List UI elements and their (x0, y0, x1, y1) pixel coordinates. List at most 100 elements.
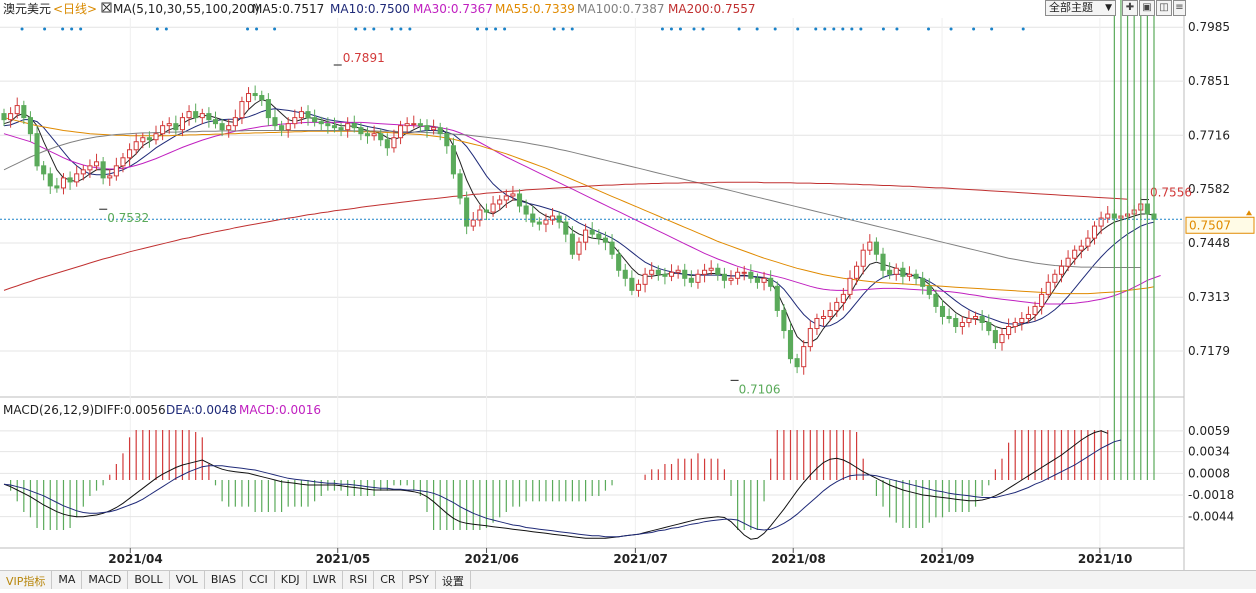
candle-body (622, 269, 628, 279)
candle-body (27, 117, 33, 135)
price-tick-label: 0.7179 (1188, 344, 1230, 358)
tab-kdj[interactable]: KDJ (275, 571, 307, 589)
candle-body (748, 271, 754, 279)
event-marker-dot (408, 27, 412, 31)
date-tick-label: 2021/06 (465, 552, 519, 566)
candle-body (933, 293, 939, 307)
event-marker-dot (70, 27, 74, 31)
candle-body (279, 125, 285, 131)
event-marker-dot (692, 27, 696, 31)
tab-boll[interactable]: BOLL (128, 571, 170, 589)
candle-body (814, 317, 820, 330)
fullscreen-icon[interactable]: ▣ (1139, 0, 1155, 16)
candle-body (906, 273, 913, 277)
event-marker-dot (255, 27, 259, 31)
date-tick-label: 2021/10 (1078, 552, 1132, 566)
tab-psy[interactable]: PSY (403, 571, 436, 589)
tab-cci[interactable]: CCI (243, 571, 275, 589)
tab-vip[interactable]: VIP指标 (0, 571, 53, 589)
tab-设置[interactable]: 设置 (436, 571, 471, 589)
candle-body (259, 95, 265, 101)
tab-bias[interactable]: BIAS (205, 571, 244, 589)
candle-body (973, 315, 979, 319)
event-marker-dot (823, 27, 827, 31)
ma-line-ma10 (3, 108, 1155, 328)
event-marker-dot (1021, 27, 1025, 31)
candle-body (999, 334, 1005, 344)
candle-body (563, 221, 569, 235)
candle-body (946, 315, 952, 319)
candle-body (503, 195, 509, 201)
chart-settings-icon[interactable]: ◫ (1156, 0, 1172, 16)
macd-dea-value: DEA:0.0048 (166, 403, 237, 417)
candle-body (457, 173, 463, 199)
candle-body (834, 301, 840, 311)
tab-ma[interactable]: MA (52, 571, 83, 589)
tab-rsi[interactable]: RSI (343, 571, 375, 589)
macd-tick-label: -0.0018 (1188, 488, 1234, 502)
event-marker-dot (850, 27, 854, 31)
high-label: 0.7891 (343, 51, 385, 65)
candle-body (153, 133, 159, 141)
candle-body (959, 322, 965, 328)
period-label[interactable]: <日线> (53, 2, 97, 16)
candle-body (226, 125, 232, 131)
chevron-down-icon: ▼ (1105, 3, 1112, 13)
ma10-value: MA10:0.7500 (330, 2, 410, 16)
event-marker-dot (43, 27, 47, 31)
theme-label: 全部主题 (1049, 1, 1093, 14)
candle-body (768, 277, 774, 287)
candle-body (754, 277, 760, 283)
event-marker-dot (164, 27, 168, 31)
current-price-arrow-icon (1246, 210, 1252, 216)
tab-cr[interactable]: CR (374, 571, 403, 589)
event-marker-dot (972, 27, 976, 31)
candle-body (893, 267, 899, 275)
candle-body (741, 271, 747, 274)
candle-body (543, 219, 549, 225)
tab-lwr[interactable]: LWR (307, 571, 344, 589)
tab-vol[interactable]: VOL (170, 571, 205, 589)
candle-body (860, 249, 866, 267)
candle-body (629, 277, 635, 291)
event-marker-dot (273, 27, 277, 31)
ma-line-ma5 (3, 98, 1155, 344)
date-tick-label: 2021/04 (108, 552, 162, 566)
candle-body (67, 177, 73, 183)
macd-params: MACD(26,12,9) (3, 403, 94, 417)
ma-line-ma55 (3, 117, 1155, 295)
candle-body (536, 221, 542, 225)
candle-body (166, 123, 172, 127)
candle-body (854, 265, 860, 279)
price-tick-label: 0.7448 (1188, 236, 1230, 250)
main-header: 澳元美元 <日线> MA(5,10,30,55,100,200) MA5:0.7… (3, 2, 756, 16)
candle-body (252, 93, 258, 97)
theme-dropdown[interactable]: 全部主题 ▼ (1045, 0, 1116, 16)
price-tick-label: 0.7716 (1188, 128, 1230, 142)
candle-body (609, 241, 615, 255)
expand-icon[interactable]: ✚ (1122, 0, 1138, 16)
event-marker-dot (570, 27, 574, 31)
candle-body (516, 193, 523, 207)
candle-body (411, 123, 417, 126)
date-tick-label: 2021/09 (920, 552, 974, 566)
ma-params: MA(5,10,30,55,100,200) (113, 2, 259, 16)
candle-body (232, 117, 238, 127)
candle-body (735, 271, 741, 279)
candle-body (523, 205, 529, 215)
tab-macd[interactable]: MACD (82, 571, 129, 589)
event-marker-dot (669, 27, 673, 31)
candle-body (794, 358, 800, 368)
candle-body (616, 253, 622, 271)
candle-body (186, 111, 192, 119)
candle-body (199, 113, 205, 119)
candle-body (662, 273, 668, 277)
macd-tick-label: 0.0034 (1188, 445, 1230, 459)
candle-body (431, 127, 437, 131)
date-tick-label: 2021/07 (613, 552, 667, 566)
ma-line-ma100 (3, 130, 1141, 268)
event-marker-dot (552, 27, 556, 31)
candle-body (840, 293, 846, 303)
ruler-icon[interactable]: ≡ (1173, 0, 1186, 16)
